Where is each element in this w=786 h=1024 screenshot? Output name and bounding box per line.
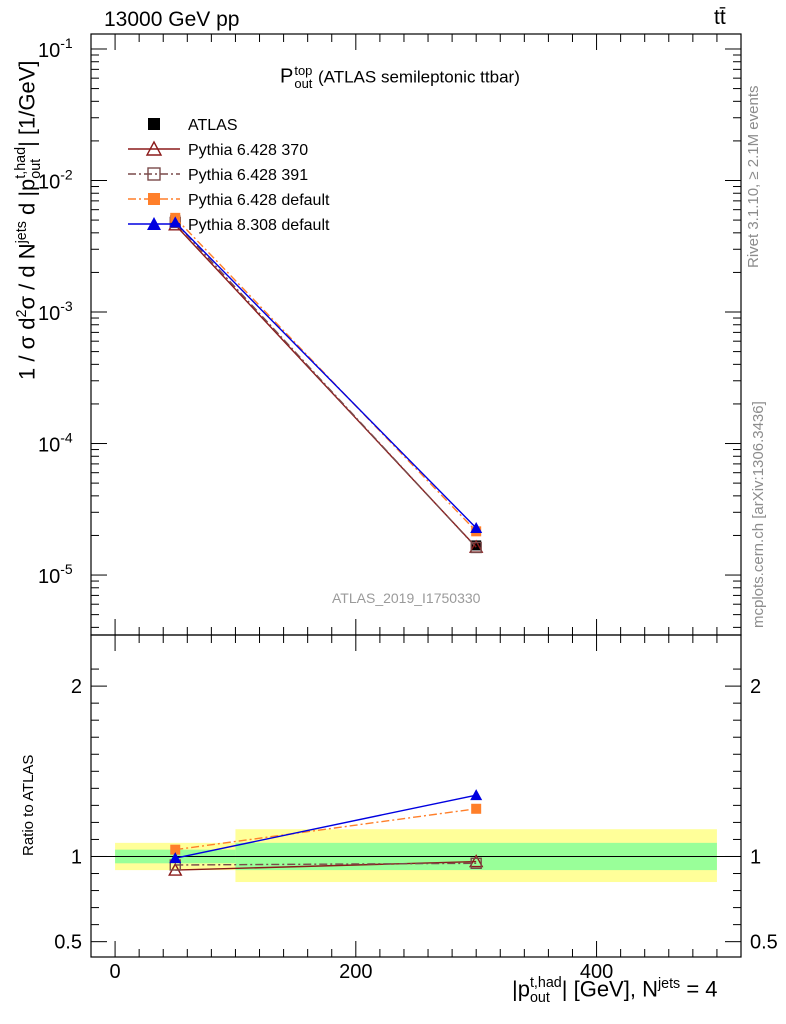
analysis-watermark: ATLAS_2019_I1750330 bbox=[332, 590, 481, 606]
x-tick-label: 200 bbox=[339, 961, 372, 983]
ratio-point-3-0 bbox=[169, 852, 182, 864]
rivet-version-label: Rivet 3.1.10, ≥ 2.1M events bbox=[745, 85, 762, 269]
y-label-sup: t,had bbox=[13, 146, 30, 179]
ratio-y-tick-label-right: 2 bbox=[750, 676, 761, 698]
title-superscript: top bbox=[294, 63, 313, 78]
main-series-line-4 bbox=[174, 221, 477, 529]
ratio-point-2-1 bbox=[471, 803, 482, 814]
energy-label: 13000 GeV pp bbox=[104, 8, 240, 31]
x-label-sup: jets bbox=[657, 976, 681, 992]
x-label-part: | [GeV], N bbox=[561, 976, 658, 1002]
y-axis-label: 1 / σ d2σ / d Njets d |p t,had out | [1/GeV… bbox=[13, 60, 44, 381]
title-subscript: out bbox=[294, 76, 313, 91]
y-label-part: | [1/GeV] bbox=[14, 60, 40, 147]
legend-label-3: Pythia 6.428 default bbox=[188, 192, 330, 209]
ratio-point-1-1 bbox=[470, 857, 482, 869]
y-label-sup: jets bbox=[14, 221, 30, 244]
x-tick-label: 400 bbox=[580, 961, 613, 983]
legend-label-2: Pythia 6.428 391 bbox=[188, 167, 308, 184]
y-label-part: d |p bbox=[14, 178, 40, 222]
ratio-point-0-1 bbox=[469, 854, 484, 868]
y-label-sup: 2 bbox=[14, 309, 30, 318]
main-y-tick-label: 10-1 bbox=[38, 35, 73, 62]
title-symbol: P bbox=[280, 65, 294, 88]
main-point-4-1 bbox=[470, 521, 483, 533]
ratio-plot-frame bbox=[90, 634, 742, 958]
legend-marker-0 bbox=[148, 118, 160, 130]
x-label-part: |p bbox=[512, 976, 530, 1002]
main-y-tick-label: 10-4 bbox=[38, 430, 73, 457]
x-axis-label: |p t,had out | [GeV], Njets = 4 bbox=[512, 976, 718, 1005]
ratio-y-tick-label-left: 1 bbox=[71, 846, 82, 868]
main-point-2-1 bbox=[470, 541, 482, 554]
legend-label-1: Pythia 6.428 370 bbox=[188, 142, 308, 159]
y-label-part: σ / d N bbox=[14, 243, 40, 310]
ratio-series-line-2 bbox=[175, 808, 477, 851]
ratio-series-line-1 bbox=[175, 862, 477, 866]
ratio-y-tick-label-right: 1 bbox=[750, 846, 761, 868]
x-label-part: = 4 bbox=[680, 976, 718, 1002]
ratio-y-tick-label-right: 0.5 bbox=[750, 932, 778, 954]
ratio-series-line-3 bbox=[175, 794, 477, 859]
ratio-y-tick-label-left: 2 bbox=[71, 676, 82, 698]
ratio-point-3-1 bbox=[470, 789, 483, 801]
legend-marker-4 bbox=[147, 217, 161, 230]
title-description: (ATLAS semileptonic ttbar) bbox=[317, 67, 520, 87]
legend-label-4: Pythia 8.308 default bbox=[188, 217, 330, 234]
main-series-line-1 bbox=[174, 224, 477, 548]
y-label-sub: out bbox=[27, 158, 44, 179]
ratio-point-2-0 bbox=[170, 844, 181, 855]
x-tick-label: 0 bbox=[110, 961, 121, 983]
ratio-axis-label: Ratio to ATLAS bbox=[20, 754, 37, 856]
main-y-tick-label: 10-5 bbox=[38, 561, 73, 588]
mcplots-label: mcplots.cern.ch [arXiv:1306.3436] bbox=[750, 401, 767, 628]
legend-marker-1 bbox=[145, 140, 163, 156]
main-y-tick-label: 10-2 bbox=[38, 166, 73, 193]
x-label-sub: out bbox=[529, 989, 550, 1006]
ratio-y-tick-label-left: 0.5 bbox=[54, 932, 82, 954]
main-point-0-1 bbox=[471, 540, 482, 551]
ratio-series-line-0 bbox=[175, 860, 477, 871]
x-label-sup: t,had bbox=[529, 975, 562, 992]
process-label: tt̄ bbox=[714, 6, 726, 29]
legend-label-0: ATLAS bbox=[188, 117, 238, 134]
y-label-part: 1 / σ d bbox=[14, 317, 40, 381]
legend-marker-3 bbox=[148, 193, 160, 205]
main-y-tick-label: 10-3 bbox=[38, 298, 73, 325]
main-series-line-2 bbox=[174, 221, 477, 548]
legend-marker-2 bbox=[147, 167, 161, 181]
